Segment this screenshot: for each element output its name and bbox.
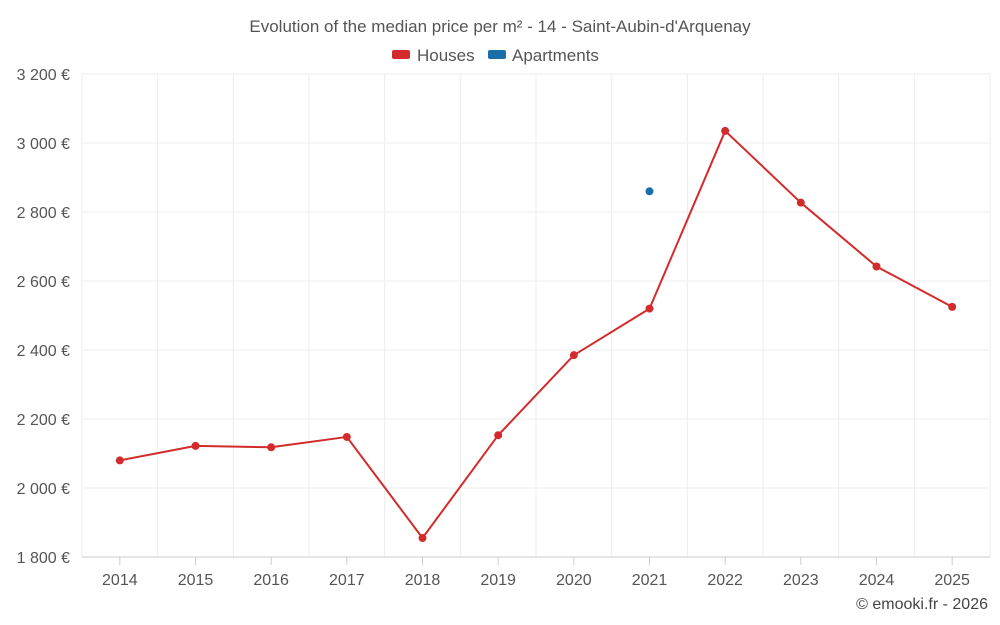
y-tick-label: 2 000 €	[17, 481, 70, 498]
apartments-point-2021[interactable]	[645, 187, 654, 196]
legend-label-houses[interactable]: Houses	[417, 46, 475, 65]
y-tick-label: 3 000 €	[17, 136, 70, 153]
houses-point-2021[interactable]	[645, 304, 654, 313]
y-tick-label: 2 600 €	[17, 274, 70, 291]
legend-swatch-apartments[interactable]	[488, 50, 506, 59]
houses-point-2018[interactable]	[418, 534, 427, 543]
x-tick-label: 2014	[102, 572, 138, 589]
chart-title: Evolution of the median price per m² - 1…	[249, 17, 751, 36]
legend-swatch-houses[interactable]	[392, 50, 410, 59]
houses-point-2020[interactable]	[569, 351, 578, 360]
x-tick-label: 2021	[632, 572, 668, 589]
houses-point-2017[interactable]	[342, 432, 351, 441]
chart-series	[115, 126, 957, 543]
x-tick-label: 2022	[707, 572, 743, 589]
houses-point-2016[interactable]	[267, 443, 276, 452]
houses-series-line	[119, 129, 953, 540]
houses-point-2019[interactable]	[494, 431, 503, 440]
y-tick-label: 3 200 €	[17, 67, 70, 84]
y-tick-label: 2 200 €	[17, 412, 70, 429]
chart-axes: 1 800 € 2 000 € 2 200 € 2 400 € 2 600 € 2 800…	[17, 67, 990, 589]
houses-point-2024[interactable]	[872, 262, 881, 271]
chart-grid	[81, 73, 991, 557]
x-tick-label: 2023	[783, 572, 819, 589]
x-tick-label: 2025	[934, 572, 970, 589]
x-tick-label: 2017	[329, 572, 365, 589]
x-tick-label: 2015	[178, 572, 214, 589]
x-tick-label: 2020	[556, 572, 592, 589]
houses-point-2014[interactable]	[115, 456, 124, 465]
y-tick-label: 2 800 €	[17, 205, 70, 222]
credit-text: © emooki.fr - 2026	[856, 596, 988, 613]
y-tick-label: 1 800 €	[17, 550, 70, 567]
houses-point-2025[interactable]	[948, 302, 957, 311]
y-tick-label: 2 400 €	[17, 343, 70, 360]
houses-point-2023[interactable]	[796, 198, 805, 207]
houses-point-2015[interactable]	[191, 441, 200, 450]
houses-point-2022[interactable]	[721, 126, 730, 135]
chart-legend[interactable]: Houses Apartments	[392, 46, 599, 65]
x-tick-label: 2024	[859, 572, 895, 589]
x-tick-label: 2016	[253, 572, 289, 589]
x-tick-label: 2018	[405, 572, 441, 589]
legend-label-apartments[interactable]: Apartments	[512, 46, 599, 65]
x-tick-label: 2019	[480, 572, 516, 589]
